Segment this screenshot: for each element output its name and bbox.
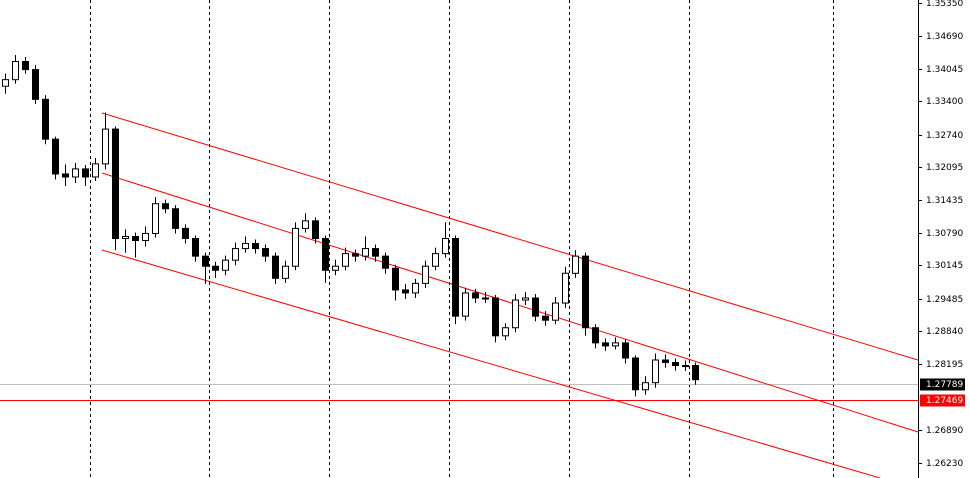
candle-body (262, 248, 269, 257)
candle-body (602, 342, 609, 347)
y-tick-label: 1.34690 (926, 32, 963, 42)
candle-body (202, 255, 209, 267)
candle-body (22, 61, 29, 71)
candle-body (382, 255, 389, 269)
candle-body (632, 357, 639, 391)
y-tick-label: 1.30145 (926, 261, 963, 271)
candle-body (72, 168, 79, 178)
candle-body (142, 232, 149, 242)
candle-body (212, 265, 219, 271)
candle-body (522, 297, 529, 301)
candle-body (242, 243, 249, 250)
y-tick-label: 1.29485 (926, 295, 963, 305)
candle-body (392, 267, 399, 291)
channel-upper (101, 112, 919, 361)
candle-body (272, 255, 279, 279)
channel-lower (101, 249, 881, 478)
candle-body (482, 297, 489, 300)
period-separators (90, 0, 834, 478)
y-tick-label: 1.30790 (926, 229, 963, 239)
candle-body (312, 220, 319, 239)
candle-body (52, 138, 59, 175)
candle-body (572, 255, 579, 274)
y-tick-label: 1.32095 (926, 163, 963, 173)
candle-body (672, 362, 679, 367)
candle-body (302, 220, 309, 229)
candles (2, 54, 699, 397)
candle-body (172, 208, 179, 229)
candle-body (462, 292, 469, 317)
candle-body (502, 327, 509, 337)
candle-body (472, 292, 479, 299)
price-label-box (920, 394, 965, 407)
candle-body (62, 173, 69, 178)
candle-body (222, 259, 229, 271)
candle-body (372, 248, 379, 257)
candle-body (332, 265, 339, 271)
candle-body (492, 297, 499, 337)
candle-body (362, 248, 369, 257)
candle-body (542, 315, 549, 321)
candle-body (92, 163, 99, 178)
candle-body (402, 289, 409, 294)
candle-body (12, 61, 19, 81)
candle-body (562, 272, 569, 304)
candle-body (82, 168, 89, 178)
y-tick-label: 1.26890 (926, 426, 963, 436)
price-label-box (920, 378, 965, 391)
candle-body (412, 282, 419, 294)
candle-body (252, 243, 259, 250)
price-lines (0, 384, 918, 401)
candle-body (422, 265, 429, 284)
candle-body (122, 235, 129, 239)
candle-body (342, 253, 349, 267)
candle-body (682, 365, 689, 368)
candle-body (132, 235, 139, 242)
y-tick-label: 1.34045 (926, 65, 963, 75)
candle-body (182, 227, 189, 239)
y-tick-label: 1.32740 (926, 131, 963, 141)
candle-body (652, 359, 659, 384)
candle-body (2, 79, 9, 87)
candle-body (32, 69, 39, 100)
candle-body (292, 227, 299, 267)
candle-body (192, 237, 199, 257)
candle-body (322, 237, 329, 271)
price-axis: 1.35350 1.34690 1.34045 1.33400 1.32740 1.320… (918, 0, 965, 469)
price-label: 1.27789 (926, 380, 963, 390)
y-tick-label: 1.33400 (926, 97, 963, 107)
candle-body (692, 365, 699, 381)
y-tick-label: 1.28195 (926, 360, 963, 370)
candle-body (582, 255, 589, 329)
candle-body (662, 359, 669, 364)
candle-body (622, 342, 629, 359)
candle-body (102, 128, 109, 165)
candle-body (162, 203, 169, 210)
channel-middle (101, 172, 919, 433)
candle-body (452, 237, 459, 317)
candle-body (642, 382, 649, 391)
candle-body (152, 203, 159, 234)
y-tick-label: 1.26230 (926, 459, 963, 469)
candle-body (282, 265, 289, 279)
candle-body (432, 253, 439, 267)
price-label: 1.27469 (926, 396, 963, 406)
y-tick-label: 1.31435 (926, 196, 963, 206)
candle-body (612, 342, 619, 347)
candle-body (592, 327, 599, 344)
regression-channel (101, 112, 919, 478)
candle-body (442, 237, 449, 255)
y-tick-label: 1.28840 (926, 327, 963, 337)
candle-body (352, 253, 359, 257)
candle-body (232, 248, 239, 261)
candle-body (552, 302, 559, 321)
candle-body (112, 128, 119, 239)
y-tick-label: 1.35350 (926, 0, 963, 9)
candle-body (512, 299, 519, 329)
candle-body (532, 297, 539, 317)
candle-body (42, 98, 49, 140)
